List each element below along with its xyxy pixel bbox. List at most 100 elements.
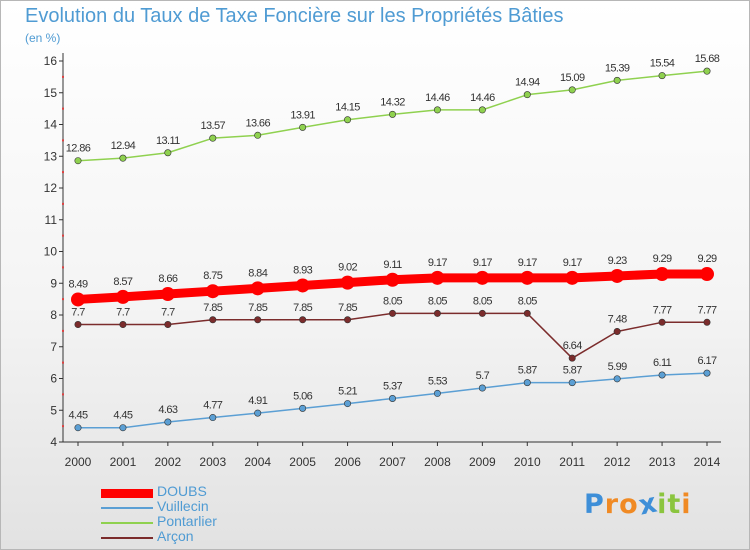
data-point-doubs: [700, 267, 714, 282]
logo-letter: P: [584, 489, 605, 520]
data-label-vuillecin: 5.06: [293, 390, 312, 402]
y-minor-tick: [62, 298, 64, 301]
data-label-pontarlier: 13.57: [201, 120, 226, 132]
y-tick-label: 14: [44, 118, 58, 132]
data-label-pontarlier: 14.15: [335, 102, 360, 114]
x-tick-label: 2002: [155, 455, 182, 469]
y-minor-tick: [62, 361, 64, 364]
data-point-pontarlier: [209, 134, 217, 142]
data-label-vuillecin: 6.17: [697, 355, 716, 367]
data-label-arcon: 7.48: [608, 314, 627, 326]
data-label-arcon: 7.7: [71, 307, 85, 319]
data-point-vuillecin: [613, 375, 621, 383]
data-label-vuillecin: 5.21: [338, 386, 357, 398]
data-point-pontarlier: [478, 106, 486, 114]
data-point-pontarlier: [388, 110, 396, 118]
y-minor-tick: [62, 107, 64, 110]
series-lines-group: [73, 70, 712, 429]
legend-label: Vuillecin: [157, 498, 209, 514]
data-point-pontarlier: [74, 157, 82, 165]
y-tick-label: 4: [50, 435, 57, 449]
legend-label: Pontarlier: [157, 513, 217, 529]
data-label-doubs: 9.02: [338, 262, 357, 274]
logo-letter: o: [619, 489, 639, 520]
data-label-doubs: 9.23: [608, 255, 627, 267]
data-label-vuillecin: 4.45: [68, 410, 87, 422]
data-label-vuillecin: 4.45: [113, 410, 132, 422]
data-label-pontarlier: 15.39: [605, 62, 630, 74]
data-label-pontarlier: 15.54: [650, 58, 675, 70]
data-label-doubs: 9.29: [653, 253, 672, 265]
data-label-arcon: 7.7: [161, 307, 175, 319]
x-tick-label: 2008: [424, 455, 451, 469]
data-label-arcon: 7.85: [293, 302, 312, 314]
data-point-doubs: [340, 275, 355, 290]
data-point-vuillecin: [344, 400, 352, 408]
x-tick-label: 2011: [559, 455, 585, 469]
data-label-doubs: 9.11: [383, 259, 402, 271]
data-label-pontarlier: 13.11: [156, 135, 180, 147]
legend-swatch: [101, 488, 153, 498]
data-label-doubs: 8.93: [293, 264, 312, 276]
data-label-vuillecin: 5.7: [476, 370, 490, 382]
y-tick-label: 5: [50, 403, 57, 417]
y-tick-label: 15: [44, 86, 58, 100]
data-point-pontarlier: [568, 86, 576, 94]
y-minor-tick: [62, 171, 64, 174]
data-label-doubs: 8.84: [248, 267, 267, 279]
data-point-pontarlier: [658, 72, 666, 80]
data-label-pontarlier: 12.86: [66, 143, 91, 155]
data-label-arcon: 7.85: [338, 302, 357, 314]
legend-swatch: [101, 507, 153, 509]
x-tick-label: 2014: [694, 455, 721, 469]
data-label-doubs: 8.75: [203, 270, 222, 282]
x-tick-label: 2000: [65, 455, 92, 469]
legend-label: Arçon: [157, 528, 194, 544]
data-label-arcon: 8.05: [383, 295, 402, 307]
y-axis-unit-label: (en %): [25, 31, 61, 45]
data-label-vuillecin: 5.53: [428, 375, 447, 387]
data-label-vuillecin: 4.77: [203, 400, 222, 412]
data-label-doubs: 8.49: [68, 278, 87, 290]
data-point-vuillecin: [74, 424, 82, 432]
x-tick-label: 2004: [244, 455, 271, 469]
data-point-arcon: [613, 328, 621, 336]
y-tick-label: 16: [44, 54, 58, 68]
data-point-arcon: [433, 309, 441, 317]
data-point-pontarlier: [703, 67, 711, 75]
data-label-arcon: 7.85: [203, 302, 222, 314]
data-point-doubs: [610, 268, 625, 283]
y-minor-tick: [62, 329, 64, 332]
y-minor-tick: [62, 75, 64, 78]
data-point-vuillecin: [478, 384, 486, 392]
x-tick-label: 2009: [469, 455, 496, 469]
data-label-pontarlier: 15.09: [560, 72, 585, 84]
data-point-arcon: [344, 316, 352, 324]
legend-swatch: [101, 522, 153, 524]
x-tick-label: 2013: [649, 455, 676, 469]
y-tick-label: 6: [50, 372, 57, 386]
y-minor-tick: [62, 234, 64, 237]
logo-letter: r: [604, 489, 620, 520]
data-point-vuillecin: [299, 404, 307, 412]
data-label-doubs: 9.17: [428, 257, 447, 269]
data-label-vuillecin: 5.37: [383, 381, 402, 393]
data-point-arcon: [523, 309, 531, 317]
data-point-doubs: [250, 281, 265, 296]
data-point-doubs: [475, 270, 490, 285]
data-point-pontarlier: [254, 131, 262, 139]
y-minor-tick: [62, 393, 64, 396]
data-label-vuillecin: 5.87: [563, 365, 582, 377]
y-minor-tick: [62, 425, 64, 428]
data-label-pontarlier: 13.91: [290, 109, 315, 121]
data-label-vuillecin: 6.11: [653, 357, 672, 369]
y-minor-tick: [62, 139, 64, 142]
data-point-pontarlier: [523, 91, 531, 99]
y-minor-tick: [62, 202, 64, 205]
data-point-pontarlier: [613, 76, 621, 84]
data-point-vuillecin: [119, 424, 127, 432]
data-point-doubs: [655, 267, 670, 282]
legend-swatch: [101, 537, 153, 539]
